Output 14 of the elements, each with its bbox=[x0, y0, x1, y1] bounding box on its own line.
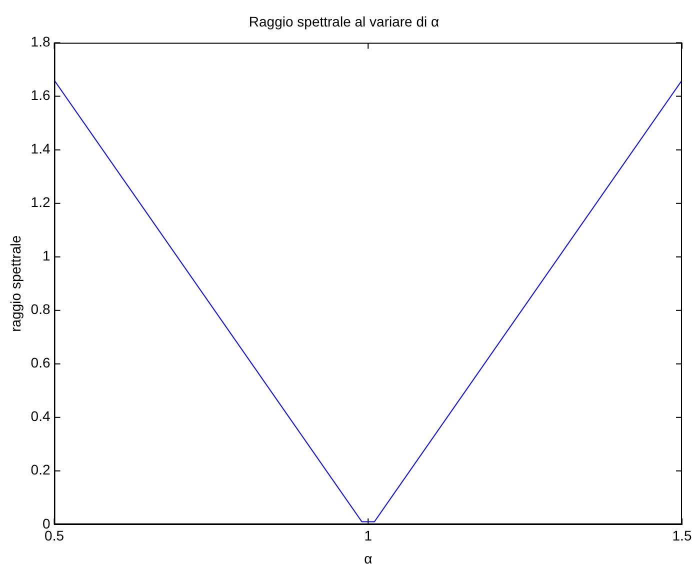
y-tick-label: 1.8 bbox=[30, 34, 50, 50]
y-tick-label: 0.6 bbox=[30, 354, 50, 371]
y-tick-label: 0.2 bbox=[30, 462, 50, 478]
y-tick-label: 1.6 bbox=[30, 87, 50, 104]
y-tick-label: 0.4 bbox=[30, 408, 50, 424]
x-tick-label: 1.5 bbox=[672, 528, 692, 544]
y-tick-label: 1.2 bbox=[30, 194, 50, 210]
x-axis-title: α bbox=[364, 550, 372, 566]
y-tick-label: 1.4 bbox=[30, 140, 50, 157]
y-axis-title: raggio spettrale bbox=[7, 235, 24, 332]
y-tick-label: 0.8 bbox=[30, 301, 50, 318]
y-tick-label: 1 bbox=[42, 248, 50, 264]
x-tick-label: 1 bbox=[364, 528, 372, 544]
chart-title: Raggio spettrale al variare di α bbox=[248, 13, 440, 30]
